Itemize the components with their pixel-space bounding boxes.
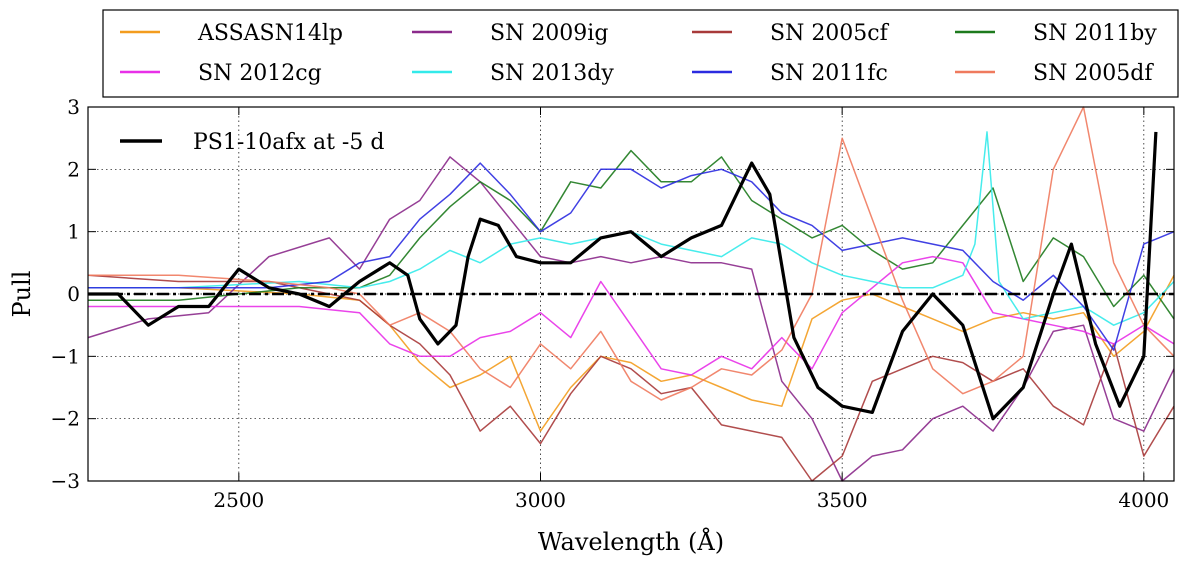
legend-label: SN 2011by bbox=[1033, 21, 1157, 46]
y-tick-label: 2 bbox=[67, 157, 80, 181]
axis-ticks: 2500 3000 3500 4000 −3 −2 −1 0 1 2 3 bbox=[51, 95, 1174, 512]
legend-entry: SN 2009ig bbox=[412, 21, 608, 46]
x-tick-label: 3500 bbox=[817, 488, 868, 512]
legend-entry: SN 2011fc bbox=[692, 61, 888, 86]
y-tick-label: −2 bbox=[51, 407, 80, 431]
legend-entry: SN 2005cf bbox=[692, 21, 890, 46]
y-tick-label: 1 bbox=[67, 220, 80, 244]
y-tick-label: −3 bbox=[51, 469, 80, 493]
series-line-8 bbox=[88, 131, 1158, 421]
series-line-2 bbox=[87, 274, 1175, 482]
legend-label: SN 2005cf bbox=[770, 21, 890, 46]
legend-label: SN 2012cg bbox=[198, 61, 322, 86]
x-axis-label: Wavelength (Å) bbox=[538, 527, 724, 556]
series-line-1 bbox=[87, 156, 1175, 482]
legend-inner: PS1-10afx at -5 d bbox=[120, 130, 384, 155]
series-layer bbox=[87, 106, 1175, 482]
series-line-3 bbox=[88, 149, 1175, 320]
y-tick-label: −1 bbox=[51, 344, 80, 368]
legend-box bbox=[102, 9, 1179, 98]
y-tick-label: 3 bbox=[67, 95, 80, 119]
legend-top: ASSASN14lp SN 2009ig SN 2005cf SN 2011by SN … bbox=[102, 9, 1179, 98]
legend-entry: SN 2013dy bbox=[412, 61, 614, 86]
legend-entry: SN 2011by bbox=[955, 21, 1157, 46]
legend-entry: SN 2005df bbox=[955, 61, 1154, 86]
y-tick-label: 0 bbox=[67, 282, 80, 306]
series-line-6 bbox=[88, 162, 1175, 351]
legend-entry: ASSASN14lp bbox=[120, 21, 343, 46]
series-line-5 bbox=[88, 131, 1175, 326]
series-line-7 bbox=[88, 106, 1175, 401]
legend-label: PS1-10afx at -5 d bbox=[193, 130, 384, 155]
legend-label: SN 2009ig bbox=[490, 21, 608, 46]
legend-label: SN 2013dy bbox=[490, 61, 614, 86]
legend-label: ASSASN14lp bbox=[197, 21, 343, 46]
series-line-0 bbox=[88, 274, 1175, 432]
x-tick-label: 4000 bbox=[1118, 488, 1169, 512]
legend-entry: SN 2012cg bbox=[120, 61, 322, 86]
legend-label: SN 2005df bbox=[1033, 61, 1154, 86]
x-tick-label: 3000 bbox=[515, 488, 566, 512]
x-tick-label: 2500 bbox=[213, 488, 264, 512]
y-axis-label: Pull bbox=[8, 271, 36, 318]
legend-label: SN 2011fc bbox=[770, 61, 888, 86]
